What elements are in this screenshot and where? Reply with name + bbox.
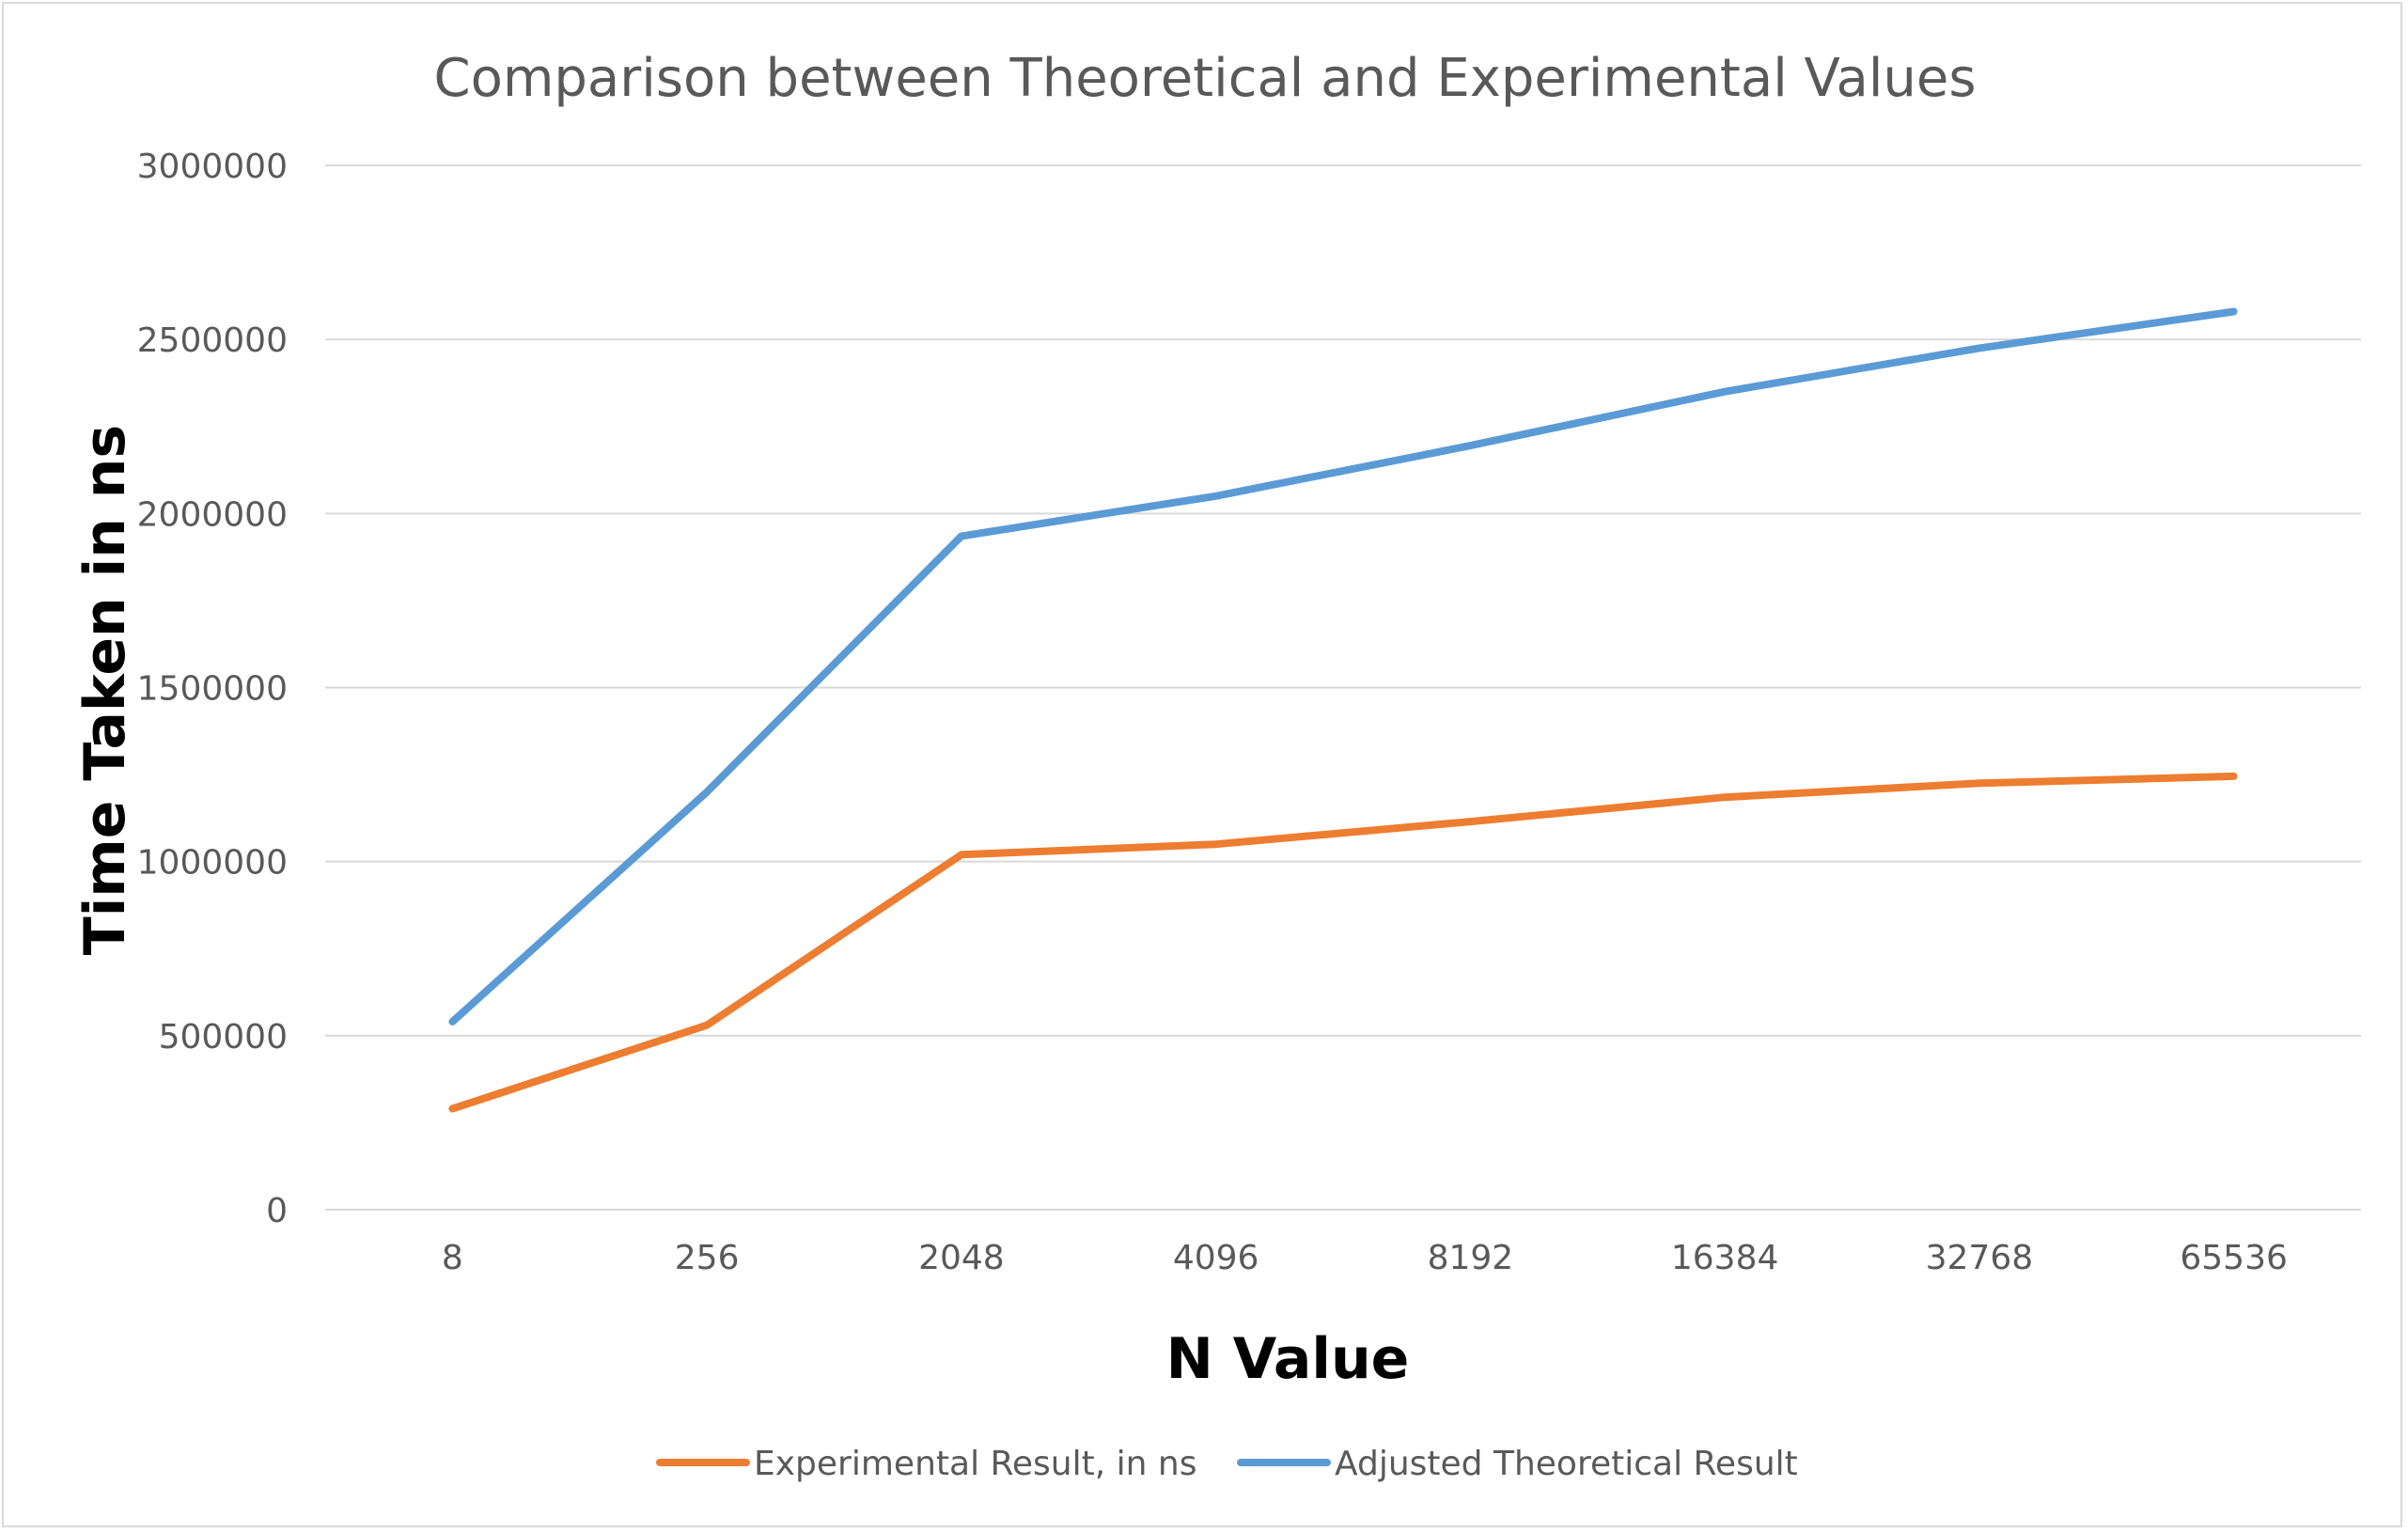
series-line-0 bbox=[448, 772, 2238, 1113]
line-chart: Comparison between Theoretical and Exper… bbox=[72, 48, 2361, 1483]
y-tick-label: 2500000 bbox=[137, 321, 288, 360]
x-axis-ticks: 8 256 2048 4096 8192 16384 32768 65536 bbox=[442, 1239, 2288, 1277]
y-tick-label: 500000 bbox=[159, 1018, 288, 1056]
legend-label: Experimental Result, in ns bbox=[754, 1445, 1196, 1483]
x-tick-label: 4096 bbox=[1173, 1239, 1259, 1277]
y-tick-label: 3000000 bbox=[137, 148, 288, 186]
x-axis-title: N Value bbox=[1166, 1326, 1410, 1392]
y-tick-label: 1500000 bbox=[137, 670, 288, 709]
y-axis-ticks: 0 500000 1000000 1500000 2000000 2500000 30000… bbox=[137, 148, 288, 1230]
series-lines bbox=[448, 307, 2238, 1113]
x-tick-label: 8 bbox=[442, 1239, 463, 1277]
y-tick-label: 1000000 bbox=[137, 844, 288, 883]
series-line-1 bbox=[448, 307, 2238, 1025]
legend-label: Adjusted Theoretical Result bbox=[1335, 1445, 1798, 1483]
x-tick-label: 16384 bbox=[1671, 1239, 1779, 1277]
x-tick-label: 32768 bbox=[1926, 1239, 2034, 1277]
x-tick-label: 65536 bbox=[2180, 1239, 2288, 1277]
y-tick-label: 2000000 bbox=[137, 495, 288, 534]
y-tick-label: 0 bbox=[266, 1192, 288, 1230]
x-tick-label: 2048 bbox=[918, 1239, 1005, 1277]
y-axis-title: Time Taken in ns bbox=[72, 425, 138, 955]
x-tick-label: 256 bbox=[675, 1239, 740, 1277]
chart-title: Comparison between Theoretical and Exper… bbox=[433, 48, 1976, 109]
legend: Experimental Result, in ns Adjusted Theor… bbox=[656, 1445, 1798, 1483]
x-tick-label: 8192 bbox=[1428, 1239, 1514, 1277]
